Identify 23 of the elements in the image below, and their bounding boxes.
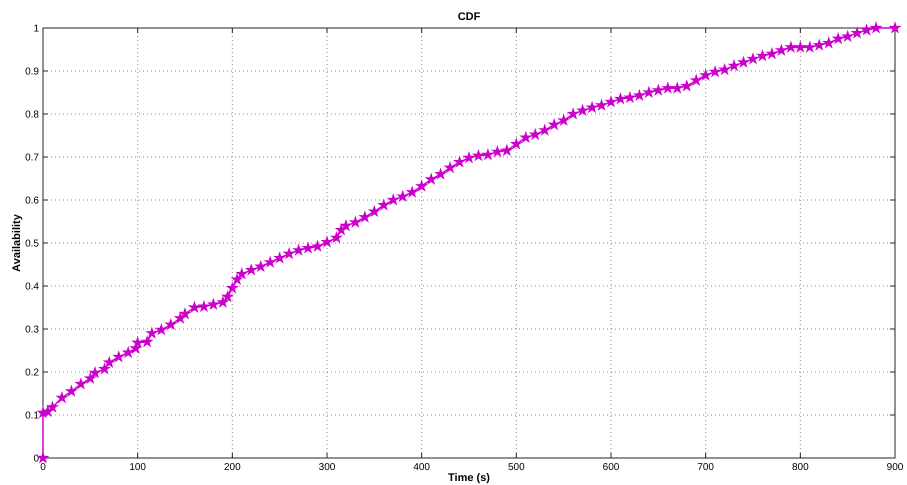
x-tick-label: 500 bbox=[508, 462, 526, 473]
y-tick-label: 0.9 bbox=[25, 66, 40, 78]
x-tick-label: 900 bbox=[886, 462, 904, 473]
y-tick-label: 0.6 bbox=[25, 196, 40, 206]
y-tick-label: 0.7 bbox=[25, 152, 40, 164]
y-tick-label: 0.5 bbox=[25, 238, 40, 250]
x-tick-label: 600 bbox=[602, 462, 620, 473]
y-tick-label: 0.3 bbox=[25, 324, 40, 336]
x-tick-label: 800 bbox=[792, 462, 810, 473]
x-tick-label: 700 bbox=[697, 462, 714, 473]
y-tick-label: 0.8 bbox=[25, 110, 40, 120]
y-tick-label: 1 bbox=[33, 24, 40, 34]
x-tick-label: 400 bbox=[413, 462, 430, 473]
x-tick-label: 300 bbox=[318, 462, 336, 473]
y-tick-label: 0.2 bbox=[25, 368, 40, 378]
y-axis-title: Availability bbox=[11, 213, 23, 272]
x-axis-title: Time (s) bbox=[448, 472, 490, 484]
x-tick-label: 100 bbox=[129, 462, 146, 473]
chart-title: CDF bbox=[458, 11, 481, 23]
y-tick-label: 0.4 bbox=[25, 282, 40, 292]
x-tick-label: 200 bbox=[224, 462, 242, 473]
x-tick-label: 0 bbox=[40, 462, 46, 473]
y-tick-label: 0.1 bbox=[25, 410, 40, 422]
